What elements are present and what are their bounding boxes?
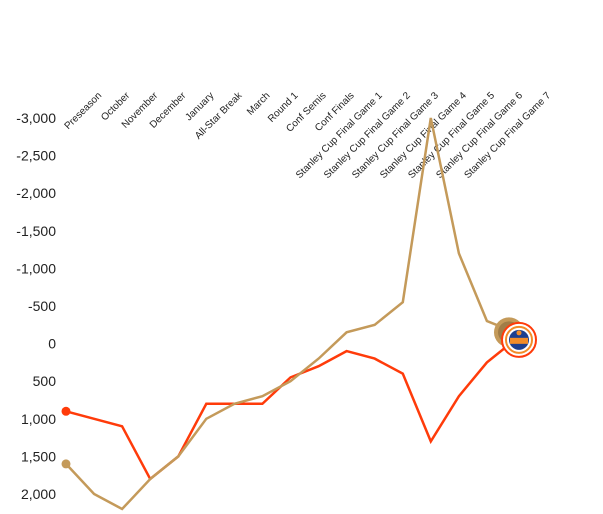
y-tick-label: -500	[28, 298, 56, 314]
y-tick-label: -3,000	[16, 110, 56, 126]
y-tick-label: -1,500	[16, 223, 56, 239]
y-tick-label: 2,000	[21, 486, 56, 502]
x-tick-label: Preseason	[63, 90, 105, 132]
y-tick-label: -1,000	[16, 260, 56, 276]
oilers-logo-icon	[501, 321, 537, 358]
series-line-2	[65, 117, 516, 511]
y-tick-label: 500	[33, 373, 57, 389]
y-tick-label: -2,000	[16, 185, 56, 201]
end-markers	[494, 317, 537, 358]
x-axis: PreseasonOctoberNovemberDecemberJanuaryA…	[63, 90, 554, 181]
y-tick-label: 1,500	[21, 448, 56, 464]
series-line-1	[65, 338, 516, 481]
y-tick-label: -2,500	[16, 148, 56, 164]
series-start-point-1	[61, 406, 71, 416]
y-tick-label: 0	[48, 336, 56, 352]
y-axis: -3,000 -2,500 -2,000 -1,500 -1,000 -500 0 500 1,…	[16, 110, 56, 502]
series-layer	[61, 117, 516, 511]
series-start-point-2	[61, 459, 71, 469]
y-tick-label: 1,000	[21, 411, 56, 427]
